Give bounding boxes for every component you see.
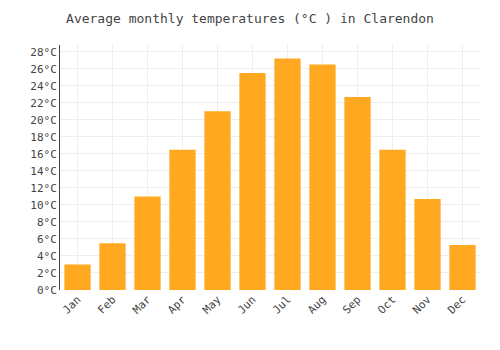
svg-text:6°C: 6°C [37, 233, 57, 246]
svg-text:0°C: 0°C [37, 284, 57, 297]
svg-text:22°C: 22°C [30, 97, 57, 110]
svg-text:Jun: Jun [235, 293, 258, 316]
svg-text:4°C: 4°C [37, 250, 57, 263]
svg-text:Oct: Oct [375, 293, 398, 316]
svg-text:8°C: 8°C [37, 216, 57, 229]
svg-text:Jan: Jan [60, 293, 83, 316]
svg-text:16°C: 16°C [30, 148, 57, 161]
svg-text:Dec: Dec [445, 293, 468, 316]
svg-text:18°C: 18°C [30, 131, 57, 144]
svg-text:Aug: Aug [305, 293, 328, 316]
svg-text:24°C: 24°C [30, 80, 57, 93]
svg-text:Mar: Mar [130, 293, 154, 317]
svg-text:2°C: 2°C [37, 267, 57, 280]
svg-text:May: May [200, 293, 224, 317]
svg-text:20°C: 20°C [30, 114, 57, 127]
svg-text:12°C: 12°C [30, 182, 57, 195]
svg-text:Nov: Nov [410, 293, 434, 317]
svg-text:28°C: 28°C [30, 46, 57, 59]
svg-text:14°C: 14°C [30, 165, 57, 178]
svg-text:10°C: 10°C [30, 199, 57, 212]
svg-text:Feb: Feb [95, 293, 118, 316]
svg-text:Average monthly temperatures (: Average monthly temperatures (°C ) in Cl… [66, 11, 434, 26]
svg-text:Apr: Apr [165, 293, 189, 317]
svg-text:Sep: Sep [340, 293, 363, 316]
svg-text:26°C: 26°C [30, 63, 57, 76]
svg-text:Jul: Jul [270, 293, 293, 316]
